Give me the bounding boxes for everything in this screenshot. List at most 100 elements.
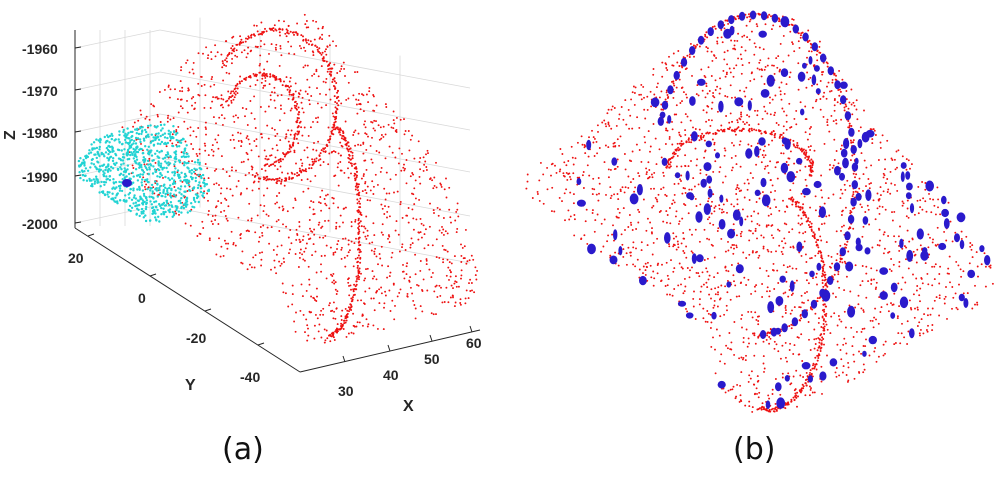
data-point: [350, 309, 353, 311]
data-point: [769, 207, 772, 210]
data-point: [362, 141, 365, 144]
data-point: [279, 264, 282, 267]
data-point: [397, 162, 400, 165]
data-point: [332, 279, 335, 282]
data-point: [939, 265, 942, 268]
data-point: [285, 28, 288, 31]
y-tick-label: 20: [68, 250, 84, 266]
data-point: [728, 332, 731, 334]
data-point: [683, 237, 686, 240]
data-point: [852, 336, 855, 338]
data-point: [308, 167, 311, 170]
data-point: [331, 281, 334, 284]
data-point: [286, 210, 289, 213]
data-point: [767, 143, 770, 146]
data-point: [696, 84, 699, 87]
data-point: [84, 167, 88, 170]
data-point: [123, 148, 126, 151]
data-point: [761, 402, 764, 405]
data-point: [174, 210, 177, 213]
data-point: [220, 94, 223, 97]
data-point: [825, 241, 828, 244]
data-point: [381, 223, 384, 226]
data-point: [118, 187, 122, 190]
data-point: [128, 204, 132, 208]
data-point: [581, 143, 584, 146]
data-point: [365, 268, 367, 271]
data-point: [612, 145, 615, 148]
data-point: [862, 225, 865, 228]
data-point: [304, 64, 307, 67]
data-point: [182, 203, 186, 206]
data-point: [681, 217, 684, 220]
data-point: [253, 24, 256, 27]
data-point: [329, 135, 332, 138]
data-point: [218, 184, 220, 186]
data-point: [288, 93, 291, 96]
data-point: [737, 32, 740, 35]
data-point: [362, 231, 365, 234]
data-point: [774, 166, 777, 169]
data-point: [270, 268, 272, 271]
data-point: [886, 191, 889, 193]
data-point: [395, 220, 398, 223]
data-point: [141, 202, 144, 205]
data-point: [363, 279, 366, 282]
data-point: [678, 78, 681, 81]
data-point: [632, 246, 635, 249]
data-point: [198, 163, 201, 166]
data-point: [460, 274, 463, 277]
data-point: [311, 74, 314, 77]
data-point: [784, 291, 787, 294]
data-point: [241, 262, 244, 265]
data-point: [169, 88, 172, 91]
data-point: [860, 206, 863, 209]
data-point: [767, 250, 770, 253]
data-point: [882, 190, 885, 193]
data-point: [779, 93, 782, 96]
data-point: [264, 73, 267, 76]
data-point: [357, 211, 360, 214]
data-point: [357, 219, 360, 222]
data-point: [438, 208, 441, 211]
data-point: [431, 179, 434, 182]
data-point: [139, 140, 142, 144]
data-point: [605, 193, 607, 196]
data-point: [685, 307, 687, 310]
data-point: [792, 246, 795, 249]
data-point: [816, 283, 818, 286]
data-point: [228, 72, 231, 75]
data-point: [156, 142, 160, 145]
data-point: [266, 226, 269, 229]
data-point: [283, 155, 286, 158]
data-point: [340, 326, 343, 329]
data-point: [312, 54, 315, 57]
data-point: [874, 288, 877, 290]
data-point: [196, 161, 200, 164]
data-point: [871, 246, 874, 249]
data-point: [308, 283, 311, 286]
data-point: [588, 136, 590, 139]
data-point: [160, 206, 163, 210]
data-point: [290, 45, 293, 48]
data-point: [230, 169, 233, 172]
data-point: [449, 296, 452, 299]
data-point: [226, 247, 229, 250]
data-point: [286, 88, 289, 91]
data-point: [126, 133, 129, 136]
data-point: [238, 42, 241, 45]
data-point: [284, 177, 287, 180]
data-point: [275, 144, 278, 147]
data-point: [842, 343, 845, 346]
data-point: [427, 244, 430, 247]
data-point: [825, 97, 828, 100]
data-point: [809, 76, 812, 79]
data-point: [350, 331, 353, 334]
data-point: [687, 212, 690, 215]
data-point: [106, 190, 109, 194]
data-point: [802, 245, 804, 248]
data-point: [186, 190, 189, 192]
data-point: [343, 171, 346, 174]
data-point: [289, 150, 292, 153]
data-point: [937, 206, 939, 209]
